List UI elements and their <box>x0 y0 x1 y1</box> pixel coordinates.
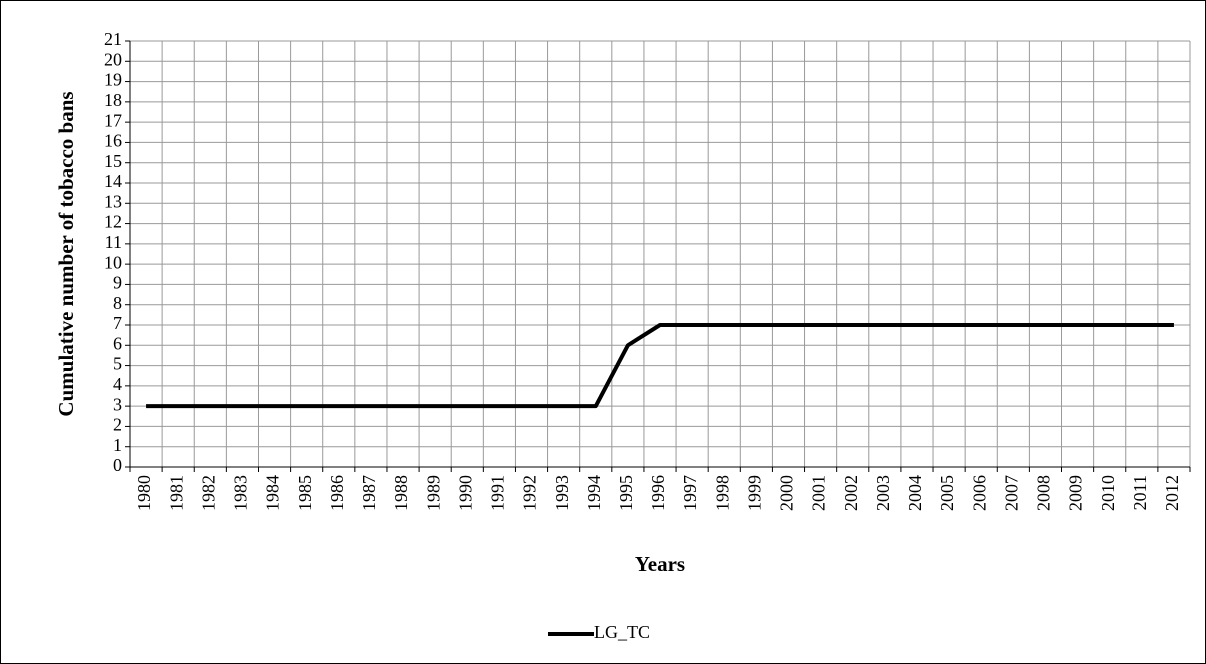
x-tick-label: 1993 <box>552 475 572 511</box>
x-tick-label: 1992 <box>520 475 540 511</box>
x-tick-label: 2007 <box>1001 475 1021 511</box>
x-tick-label: 1983 <box>231 475 251 511</box>
y-tick-label: 8 <box>113 293 122 313</box>
x-tick-label: 2009 <box>1066 475 1086 511</box>
x-axis-label: Years <box>635 552 685 576</box>
y-tick-label: 2 <box>113 415 122 435</box>
y-tick-label: 20 <box>104 49 122 69</box>
y-tick-label: 18 <box>104 90 122 110</box>
y-tick-label: 19 <box>104 70 122 90</box>
legend-label: LG_TC <box>594 622 650 642</box>
y-tick-label: 10 <box>104 252 122 272</box>
x-tick-label: 1994 <box>584 475 604 511</box>
x-tick-label: 1985 <box>295 475 315 511</box>
x-tick-label: 2002 <box>841 475 861 511</box>
x-tick-label: 1995 <box>616 475 636 511</box>
x-tick-label: 2001 <box>809 475 829 511</box>
x-tick-label: 1987 <box>359 475 379 511</box>
x-tick-label: 2004 <box>905 475 925 511</box>
x-tick-label: 1980 <box>134 475 154 511</box>
y-axis-label: Cumulative number of tobacco bans <box>54 91 78 416</box>
line-series <box>146 323 1174 409</box>
y-tick-label: 21 <box>104 29 122 49</box>
x-tick-label: 2008 <box>1034 475 1054 511</box>
x-tick-label: 1990 <box>455 475 475 511</box>
x-tick-label: 1982 <box>198 475 218 511</box>
x-tick-label: 1988 <box>391 475 411 511</box>
y-tick-label: 1 <box>113 435 122 455</box>
y-tick-label: 0 <box>113 455 122 475</box>
x-tick-label: 2012 <box>1162 475 1182 511</box>
x-tick-label: 1997 <box>680 475 700 511</box>
y-tick-label: 14 <box>104 171 122 191</box>
y-tick-label: 9 <box>113 273 122 293</box>
x-tick-label: 2006 <box>969 475 989 511</box>
y-tick-label: 5 <box>113 354 122 374</box>
x-tick-label: 1999 <box>744 475 764 511</box>
y-tick-label: 11 <box>105 232 122 252</box>
x-tick-label: 2011 <box>1130 475 1150 510</box>
y-tick-label: 7 <box>113 313 122 333</box>
x-tick-label: 1998 <box>712 475 732 511</box>
y-tick-label: 16 <box>104 131 122 151</box>
y-tick-label: 3 <box>113 394 122 414</box>
y-tick-label: 4 <box>113 374 122 394</box>
x-tick-label: 2000 <box>777 475 797 511</box>
x-tick-label: 1986 <box>327 475 347 511</box>
x-tick-label: 1981 <box>166 475 186 511</box>
y-tick-label: 12 <box>104 212 122 232</box>
y-tick-label: 6 <box>113 333 122 353</box>
y-tick-label: 13 <box>104 191 122 211</box>
x-tick-label: 1991 <box>488 475 508 511</box>
x-tick-label: 1984 <box>263 475 283 511</box>
y-tick-label: 15 <box>104 151 122 171</box>
x-tick-label: 1996 <box>648 475 668 511</box>
x-tick-label: 1989 <box>423 475 443 511</box>
y-tick-label: 17 <box>104 110 122 130</box>
x-tick-label: 2003 <box>873 475 893 511</box>
x-tick-label: 2010 <box>1098 475 1118 511</box>
x-tick-label: 2005 <box>937 475 957 511</box>
